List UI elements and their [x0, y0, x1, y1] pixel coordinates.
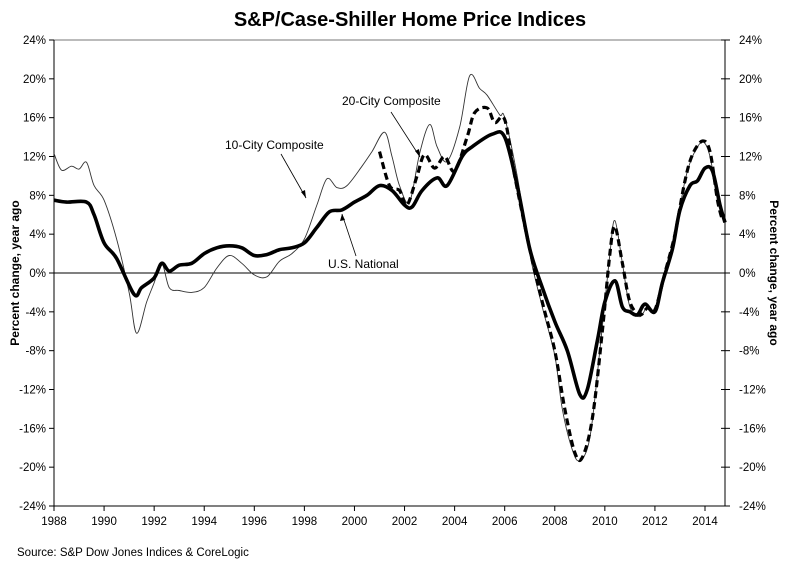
- annotation-us-national-arrow: [341, 213, 357, 257]
- y-tick-label-right: 24%: [739, 35, 762, 47]
- x-tick-label: 2008: [542, 516, 568, 528]
- left-y-ticks: 24% 20% 16% 12% 8% 4% 0% -4% -8% -12% -16% -20% -24%: [19, 35, 54, 513]
- x-tick-label: 2010: [592, 516, 618, 528]
- y-tick-label-left: 20%: [23, 74, 46, 86]
- y-tick-label-left: -16%: [19, 423, 46, 435]
- arrowhead-icon: [301, 190, 306, 198]
- y-tick-label-left: -12%: [19, 385, 46, 397]
- x-tick-label: 2006: [492, 516, 518, 528]
- y-tick-label-right: -16%: [739, 423, 766, 435]
- x-tick-label: 2012: [642, 516, 668, 528]
- y-tick-label-left: 12%: [23, 152, 46, 164]
- x-tick-label: 2004: [442, 516, 468, 528]
- x-tick-label: 1996: [242, 516, 268, 528]
- right-y-ticks: 24% 20% 16% 12% 8% 4% 0% -4% -8% -12% -16% -20% -24%: [721, 35, 766, 513]
- y-tick-label-right: 0%: [739, 268, 756, 280]
- y-tick-label-left: 4%: [29, 229, 46, 241]
- y-tick-label-left: -8%: [26, 346, 46, 358]
- annotation-us-national-label: U.S. National: [328, 257, 399, 271]
- y-tick-label-right: 20%: [739, 74, 762, 86]
- y-tick-label-left: -4%: [26, 307, 46, 319]
- x-tick-label: 1990: [91, 516, 117, 528]
- x-ticks: 1988 1990 1992 1994 1996 1998 2000 2002 2004 2006…: [41, 506, 718, 528]
- x-tick-label: 1994: [191, 516, 217, 528]
- y-tick-label-left: 24%: [23, 35, 46, 47]
- chart-title: S&P/Case-Shiller Home Price Indices: [234, 9, 586, 31]
- y-tick-label-right: -8%: [739, 346, 759, 358]
- x-tick-label: 1998: [292, 516, 318, 528]
- series-layer: [53, 73, 727, 463]
- y-tick-label-right: 4%: [739, 229, 756, 241]
- y-tick-label-left: 8%: [29, 190, 46, 202]
- y-tick-label-left: -20%: [19, 462, 46, 474]
- annotation-10-city-arrow: [280, 153, 307, 199]
- x-tick-label: 2014: [692, 516, 718, 528]
- x-tick-label: 2000: [342, 516, 368, 528]
- annotations: 10-City Composite 20-City Composite U.S.…: [225, 94, 441, 271]
- y-tick-label-right: 8%: [739, 190, 756, 202]
- x-tick-label: 1992: [141, 516, 167, 528]
- y-tick-label-left: -24%: [19, 501, 46, 513]
- left-y-axis-title: Percent change, year ago: [8, 200, 22, 345]
- x-tick-label: 1988: [41, 516, 67, 528]
- y-tick-label-right: 16%: [739, 113, 762, 125]
- y-tick-label-right: -12%: [739, 385, 766, 397]
- arrowhead-icon: [415, 149, 420, 157]
- y-tick-label-left: 0%: [29, 268, 46, 280]
- annotation-20-city-arrow: [390, 111, 421, 158]
- y-tick-label-right: 12%: [739, 152, 762, 164]
- series-line-u-s-national: [53, 130, 727, 400]
- y-tick-label-left: 16%: [23, 113, 46, 125]
- annotation-10-city-label: 10-City Composite: [225, 138, 324, 152]
- y-tick-label-right: -24%: [739, 501, 766, 513]
- arrowhead-icon: [340, 214, 345, 221]
- series-line-20-city-composite: [377, 105, 725, 463]
- right-y-axis-title: Percent change, year ago: [767, 200, 781, 345]
- y-tick-label-right: -20%: [739, 462, 766, 474]
- y-tick-label-right: -4%: [739, 307, 759, 319]
- source-note: Source: S&P Dow Jones Indices & CoreLogi…: [17, 547, 249, 559]
- x-tick-label: 2002: [392, 516, 418, 528]
- annotation-20-city-label: 20-City Composite: [342, 94, 441, 108]
